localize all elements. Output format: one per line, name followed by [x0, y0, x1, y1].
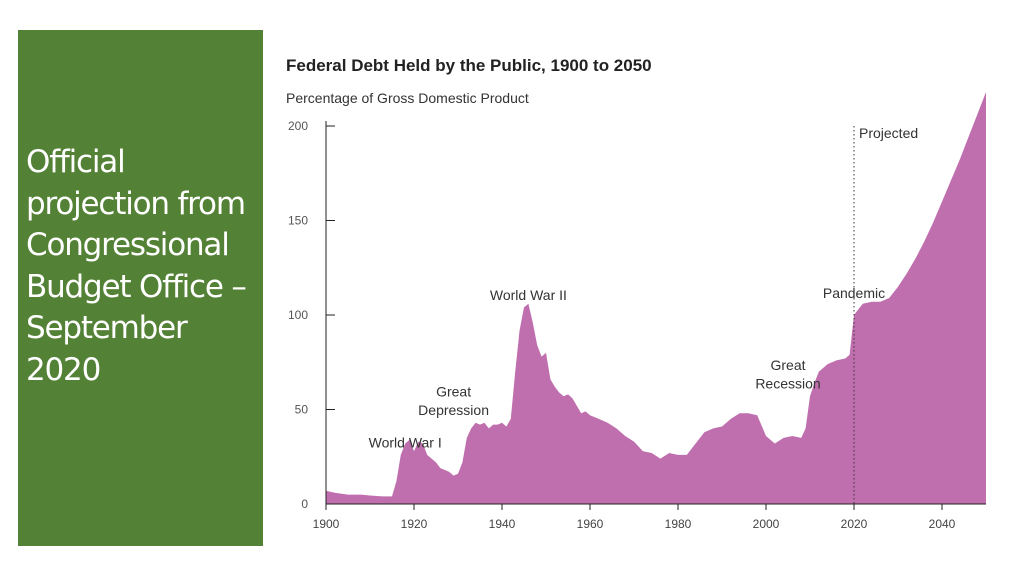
chart-annotation: World War II — [490, 287, 567, 303]
x-tick-label: 1940 — [489, 517, 516, 531]
chart-annotation: Great — [770, 357, 805, 373]
x-tick-label: 2040 — [929, 517, 956, 531]
y-tick-label: 200 — [288, 119, 308, 133]
projection-label: Projected — [859, 125, 918, 141]
slide-title: Official projection from Congressional B… — [26, 144, 247, 388]
debt-area-series — [326, 92, 986, 504]
y-tick-label: 150 — [288, 214, 308, 228]
chart-annotation: Great — [436, 383, 471, 399]
y-tick-label: 0 — [301, 497, 308, 511]
x-tick-label: 1900 — [313, 517, 340, 531]
chart-annotation: Pandemic — [823, 285, 885, 301]
x-tick-label: 2020 — [841, 517, 868, 531]
chart-subtitle: Percentage of Gross Domestic Product — [286, 90, 529, 106]
y-tick-label: 100 — [288, 308, 308, 322]
x-tick-label: 1960 — [577, 517, 604, 531]
chart-plot: 0 50 100 150 200 1900 1920 1940 1960 1980 2000 2020… — [288, 92, 986, 531]
x-tick-label: 1920 — [401, 517, 428, 531]
chart-annotation: World War I — [369, 434, 442, 450]
x-tick-label: 1980 — [665, 517, 692, 531]
chart: Federal Debt Held by the Public, 1900 to… — [270, 40, 1010, 540]
chart-annotation: Depression — [418, 402, 489, 418]
side-panel: Official projection from Congressional B… — [18, 30, 263, 546]
chart-annotation: Recession — [755, 376, 820, 392]
x-tick-label: 2000 — [753, 517, 780, 531]
y-tick-label: 50 — [295, 403, 309, 417]
chart-title: Federal Debt Held by the Public, 1900 to… — [286, 56, 652, 75]
